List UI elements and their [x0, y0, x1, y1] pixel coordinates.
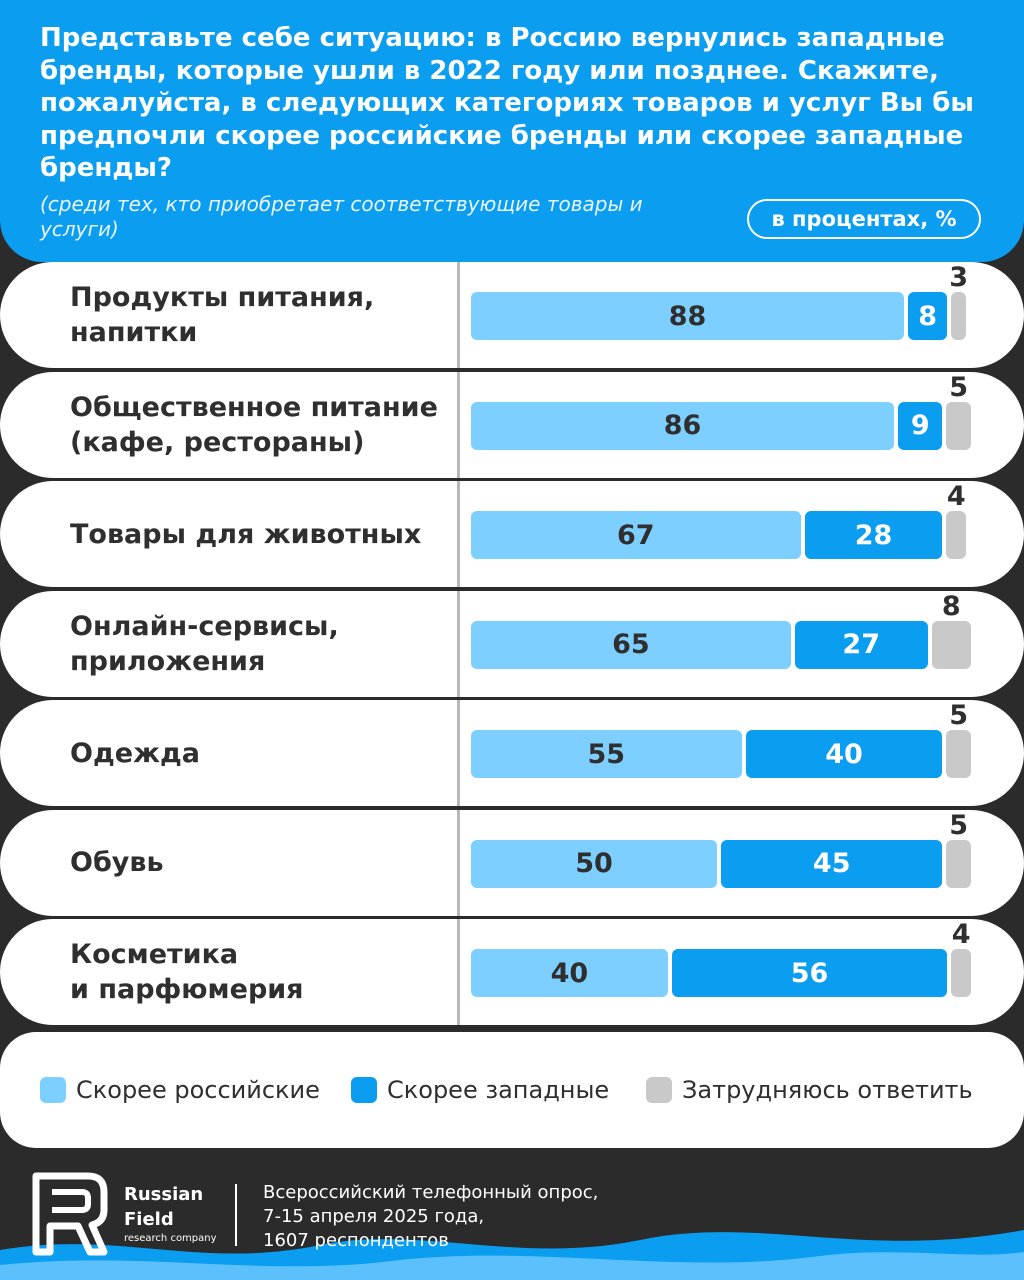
bar-russian: 50: [471, 839, 717, 888]
category-label: Товары для животных: [70, 518, 422, 550]
brand-name: Russian Field research company: [124, 1182, 217, 1246]
bar-russian: 67: [471, 511, 801, 559]
footer-separator: [235, 1184, 237, 1246]
row-divider: [457, 262, 460, 368]
chart-row: Онлайн-сервисы, приложения 65 27 8: [0, 590, 1024, 697]
chart-row: Продукты питания, напитки 88 8 3: [0, 262, 1024, 368]
legend-swatch: [646, 1077, 672, 1103]
chart-row: Одежда 55 40 5: [0, 700, 1024, 806]
legend-label: Затрудняюсь ответить: [682, 1076, 973, 1104]
row-divider: [457, 590, 460, 697]
sample-note: (среди тех, кто приобретает соответствую…: [40, 192, 643, 241]
chart-row: Товары для животных 67 28 4: [0, 481, 1024, 587]
legend-item-unsure: Затрудняюсь ответить: [646, 1072, 973, 1108]
bar-unsure: [946, 401, 971, 450]
bar-russian: 40: [471, 949, 668, 997]
footer: Russian Field research company Всероссий…: [0, 1148, 1024, 1280]
brand-line1: Russian: [124, 1184, 204, 1205]
legend-swatch: [40, 1077, 66, 1103]
bar-russian: 55: [471, 730, 742, 778]
legend: Скорее российские Скорее западные Затрудня…: [0, 1032, 1024, 1148]
chart-row: Косметика и парфюмерия 40 56 4: [0, 919, 1024, 1025]
category-label: Одежда: [70, 737, 200, 769]
bar-russian: 86: [471, 401, 895, 450]
bar-western: 56: [671, 949, 948, 997]
bar-western: 40: [745, 730, 943, 778]
unsure-value-label: 8: [941, 590, 961, 622]
unsure-value-label: 5: [949, 700, 969, 731]
survey-line1: Всероссийский телефонный опрос,: [263, 1182, 599, 1203]
category-label: Обувь: [70, 847, 164, 878]
legend-item-western: Скорее западные: [351, 1072, 609, 1108]
row-divider: [457, 809, 460, 916]
chart-row: Обувь 50 45 5: [0, 809, 1024, 916]
question-title: Представьте себе ситуацию: в Россию верн…: [40, 23, 974, 183]
unsure-value-label: 5: [949, 371, 969, 403]
unsure-value-label: 3: [949, 262, 969, 293]
category-label: Косметика и парфюмерия: [70, 939, 304, 1005]
bar-western: 9: [898, 401, 943, 450]
bar-unsure: [931, 620, 971, 669]
russian-field-logo-icon: [32, 1172, 108, 1256]
bar-unsure: [946, 839, 971, 888]
row-divider: [457, 481, 460, 587]
category-label: Продукты питания, напитки: [70, 282, 375, 348]
bar-unsure: [946, 730, 971, 778]
brush-decoration: [0, 1230, 1024, 1280]
bar-western: 28: [804, 511, 943, 559]
legend-label: Скорее западные: [387, 1076, 610, 1104]
survey-line3: 1607 респондентов: [263, 1230, 449, 1251]
survey-info: Всероссийский телефонный опрос, 7-15 апр…: [263, 1181, 683, 1253]
bar-russian: 65: [471, 620, 791, 669]
bar-unsure: [951, 292, 967, 340]
unsure-value-label: 5: [949, 809, 969, 841]
category-label: Общественное питание (кафе, рестораны): [70, 391, 438, 458]
bar-unsure: [946, 511, 967, 559]
bar-western: 27: [794, 620, 928, 669]
legend-swatch: [351, 1077, 377, 1103]
legend-item-russian: Скорее российские: [40, 1072, 320, 1108]
unit-badge: в процентах, %: [747, 199, 981, 239]
chart-row: Общественное питание (кафе, рестораны) 86…: [0, 371, 1024, 478]
bar-russian: 88: [471, 292, 904, 340]
unsure-value-label: 4: [946, 481, 966, 512]
row-divider: [457, 371, 460, 478]
header: Представьте себе ситуацию: в Россию верн…: [0, 0, 1024, 262]
survey-line2: 7-15 апреля 2025 года,: [263, 1206, 485, 1227]
brand-line2: Field: [124, 1209, 174, 1230]
bar-western: 8: [907, 292, 948, 340]
bar-western: 45: [721, 839, 943, 888]
bar-unsure: [951, 949, 971, 997]
row-divider: [457, 919, 460, 1025]
row-divider: [457, 700, 460, 806]
legend-label: Скорее российские: [76, 1076, 320, 1104]
brand-sub: research company: [124, 1233, 217, 1244]
category-label: Онлайн-сервисы, приложения: [70, 610, 339, 677]
unsure-value-label: 4: [951, 919, 971, 950]
